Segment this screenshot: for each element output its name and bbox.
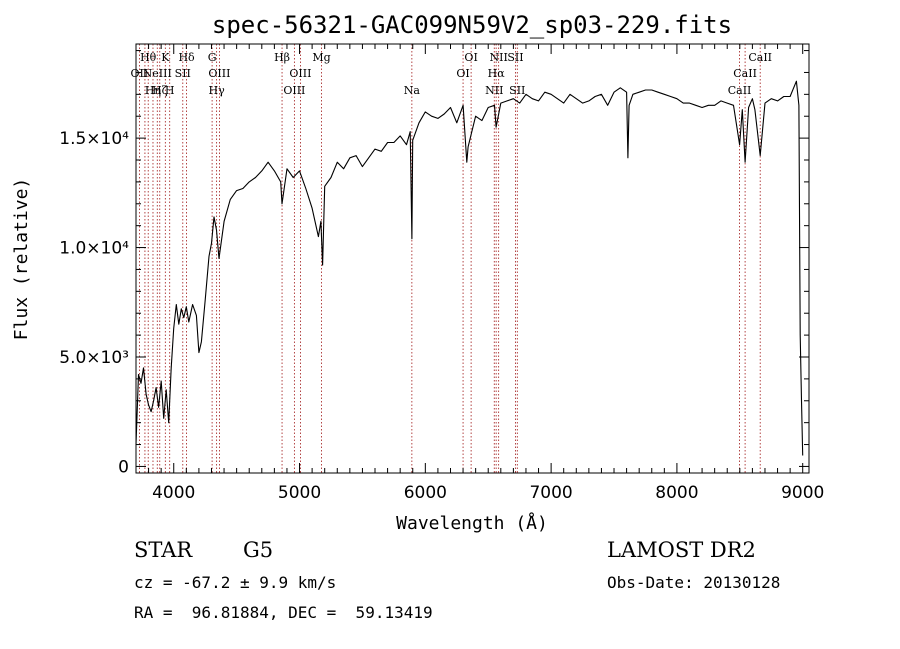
spectral-line-label: Hδ (178, 51, 195, 64)
spectral-line-label: G (208, 51, 217, 64)
chart-title: spec-56321-GAC099N59V2_sp03-229.fits (212, 11, 732, 39)
spectral-line-label: Mg (312, 51, 330, 64)
spectral-line-label: K (161, 51, 170, 64)
observation-date: Obs-Date: 20130128 (607, 573, 781, 592)
spectral-line-label: Na (404, 84, 421, 97)
spectral-line-label: OI (464, 51, 477, 64)
spectral-line-label: OIII (289, 67, 311, 80)
plot-frame (135, 43, 810, 474)
spectrum-line (135, 80, 804, 456)
y-tick-label: 1.5×10⁴ (59, 129, 129, 149)
x-tick-label: 6000 (404, 483, 447, 503)
spectral-line-label: Hα (488, 67, 506, 80)
x-tick-label: 9000 (781, 483, 824, 503)
spectral-line-label: Hη (145, 84, 161, 97)
y-axis: 0 5.0×10³ 1.0×10⁴ 1.5×10⁴ (59, 50, 809, 477)
spectral-line-markers (138, 44, 761, 473)
spectral-line-label: OIII (208, 67, 230, 80)
spectral-line-label: H (165, 84, 175, 97)
spectral-line-label: NeIII (143, 67, 172, 80)
x-tick-label: 8000 (655, 483, 698, 503)
spectral-line-label: OI (456, 67, 469, 80)
x-tick-label: 5000 (278, 483, 321, 503)
spectral-line-label: SII (175, 67, 191, 80)
spectral-line-label: CaII (728, 84, 752, 97)
x-axis-label: Wavelength (Å) (396, 512, 548, 534)
object-subclass: G5 (243, 538, 274, 562)
x-tick-label: 7000 (529, 483, 572, 503)
spectral-line-label: OII (131, 67, 149, 80)
spectral-line-label: CaII (748, 51, 772, 64)
spectral-line-label: NII (485, 84, 503, 97)
spectral-line-label: NII (490, 51, 508, 64)
y-tick-label: 0 (118, 457, 129, 477)
spectral-line-label: SII (509, 84, 525, 97)
spectral-line-label: SII (507, 51, 523, 64)
spectral-line-label: CaII (733, 67, 757, 80)
redshift-velocity: cz = -67.2 ± 9.9 km/s (134, 573, 337, 592)
spectral-line-label: OIII (283, 84, 305, 97)
survey-name: LAMOST DR2 (607, 538, 756, 562)
y-axis-label: Flux (relative) (11, 178, 32, 341)
sky-coordinates: RA = 96.81884, DEC = 59.13419 (134, 603, 433, 622)
y-tick-label: 1.0×10⁴ (59, 239, 129, 259)
spectral-line-label: Hγ (209, 84, 226, 97)
spectral-line-label: Hζ (152, 84, 168, 97)
spectral-line-label: Hβ (274, 51, 290, 64)
x-axis: 4000 5000 6000 7000 8000 9000 (135, 44, 824, 503)
y-tick-label: 5.0×10³ (59, 348, 129, 368)
x-tick-label: 4000 (152, 483, 195, 503)
object-class: STAR (134, 538, 193, 562)
spectral-line-label: Hθ (140, 51, 157, 64)
